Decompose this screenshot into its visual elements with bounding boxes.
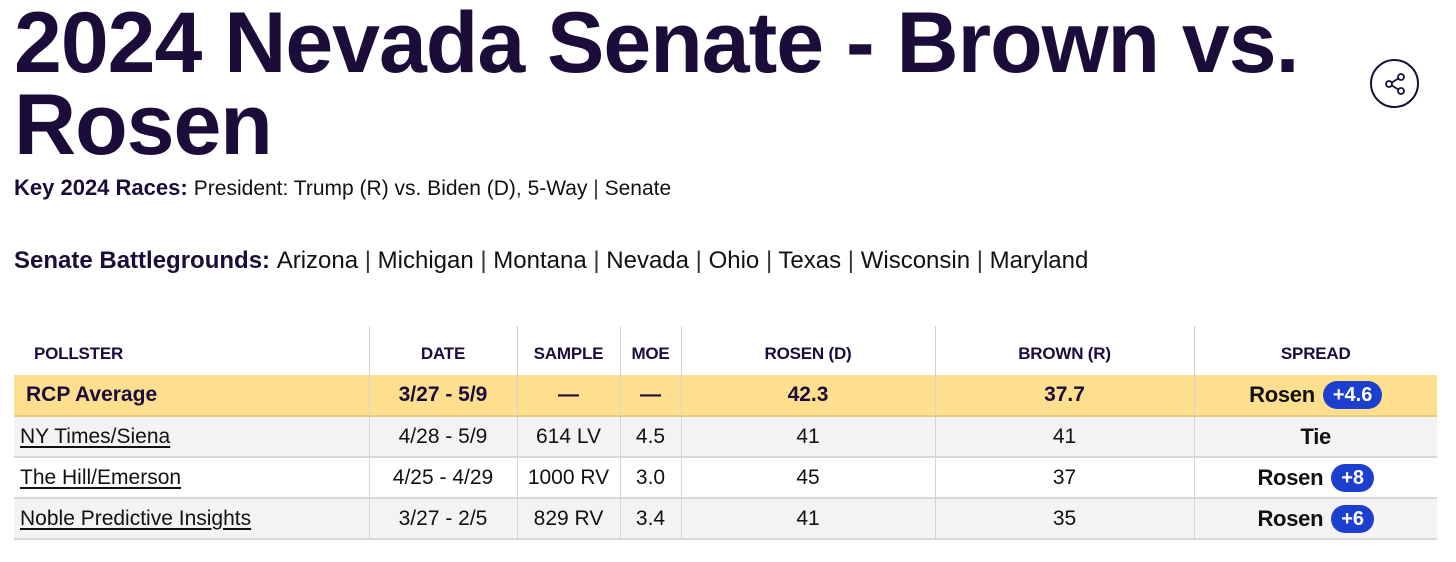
pollster-link[interactable]: The Hill/Emerson (20, 465, 182, 489)
spread-cell: Tie (1194, 416, 1437, 458)
sample-cell: 1000 RV (517, 457, 621, 499)
battleground-link-texas[interactable]: Texas (778, 247, 842, 274)
spread: Tie (1301, 424, 1332, 450)
battleground-link-montana[interactable]: Montana (493, 247, 587, 274)
key-races: Key 2024 Races: President: Trump (R) vs.… (14, 175, 672, 200)
table-row: The Hill/Emerson 4/25 - 4/29 1000 RV 3.0… (14, 457, 1437, 499)
sample-cell: — (517, 375, 621, 417)
moe-cell: 3.0 (620, 457, 682, 499)
key-race-link-president[interactable]: President: Trump (R) vs. Biden (D) (193, 177, 516, 200)
pollster-cell: The Hill/Emerson (14, 457, 370, 499)
key-race-link-5-way[interactable]: 5-Way (527, 177, 588, 200)
battleground-link-wisconsin[interactable]: Wisconsin (860, 247, 971, 274)
table-row: NY Times/Siena 4/28 - 5/9 614 LV 4.5 41 … (14, 416, 1437, 458)
spread-candidate: Tie (1300, 423, 1332, 449)
page-title: 2024 Nevada Senate - Brown vs. Rosen (14, 0, 1299, 173)
pollster-cell: NY Times/Siena (14, 416, 370, 458)
spread: Rosen +4.6 (1249, 381, 1383, 409)
spread-cell: Rosen +4.6 (1194, 375, 1437, 417)
pollster-cell: Noble Predictive Insights (14, 498, 370, 540)
pollster-link[interactable]: Noble Predictive Insights (20, 506, 252, 530)
share-button[interactable] (1370, 59, 1419, 108)
sample-cell: 829 RV (517, 498, 621, 540)
table-row: Noble Predictive Insights 3/27 - 2/5 829… (14, 498, 1437, 540)
column-header-spread[interactable]: SPREAD (1280, 343, 1351, 363)
column-header-sample[interactable]: SAMPLE (517, 326, 621, 375)
column-header-date[interactable]: DATE (369, 326, 518, 375)
pollster-cell: RCP Average (14, 375, 370, 417)
key-race-link-senate[interactable]: Senate (604, 177, 672, 200)
brown-cell: 37 (935, 457, 1195, 499)
senate-battlegrounds: Senate Battlegrounds: Arizona | Michigan… (14, 247, 1089, 274)
battleground-link-arizona[interactable]: Arizona (276, 247, 359, 274)
column-header-moe[interactable]: MOE (620, 326, 682, 375)
battleground-link-ohio[interactable]: Ohio (708, 247, 760, 274)
battleground-link-michigan[interactable]: Michigan (377, 247, 474, 274)
key-races-label: Key 2024 Races: (14, 175, 194, 200)
spread-candidate: Rosen (1257, 505, 1324, 531)
battlegrounds-label: Senate Battlegrounds: (14, 247, 277, 274)
battleground-link-maryland[interactable]: Maryland (989, 247, 1089, 274)
column-header-pollster[interactable]: POLLSTER (14, 326, 370, 375)
date-cell: 3/27 - 2/5 (369, 498, 518, 540)
spread-badge: +8 (1331, 463, 1375, 492)
spread-badge: +6 (1331, 504, 1375, 533)
spread: Rosen +8 (1257, 463, 1375, 492)
sample-cell: 614 LV (517, 416, 621, 458)
share-icon (1384, 72, 1405, 95)
column-header-rosen[interactable]: ROSEN (D) (681, 326, 936, 375)
date-cell: 4/25 - 4/29 (369, 457, 518, 499)
pollster-link[interactable]: NY Times/Siena (20, 424, 171, 448)
table-header-row: POLLSTER DATE SAMPLE MOE ROSEN (D) BROWN… (14, 326, 1437, 375)
spread-candidate: Rosen (1257, 464, 1324, 490)
rcp-average-row: RCP Average 3/27 - 5/9 — — 42.3 37.7 Ros… (14, 375, 1437, 417)
rosen-cell: 45 (681, 457, 936, 499)
spread: Rosen +6 (1257, 504, 1375, 533)
date-cell: 4/28 - 5/9 (369, 416, 518, 458)
spread-badge: +4.6 (1322, 381, 1383, 409)
moe-cell: 4.5 (620, 416, 682, 458)
spread-cell: Rosen +8 (1194, 457, 1437, 499)
rosen-cell: 41 (681, 498, 936, 540)
battleground-link-nevada[interactable]: Nevada (606, 247, 689, 274)
rosen-cell: 41 (681, 416, 936, 458)
polls-table: POLLSTER DATE SAMPLE MOE ROSEN (D) BROWN… (14, 326, 1437, 540)
rosen-cell: 42.3 (681, 375, 936, 417)
spread-cell: Rosen +6 (1194, 498, 1437, 540)
moe-cell: 3.4 (620, 498, 682, 540)
brown-cell: 35 (935, 498, 1195, 540)
moe-cell: — (620, 375, 682, 417)
spread-candidate: Rosen (1249, 382, 1315, 407)
brown-cell: 37.7 (935, 375, 1195, 417)
date-cell: 3/27 - 5/9 (369, 375, 518, 417)
column-header-brown[interactable]: BROWN (R) (935, 326, 1195, 375)
brown-cell: 41 (935, 416, 1195, 458)
